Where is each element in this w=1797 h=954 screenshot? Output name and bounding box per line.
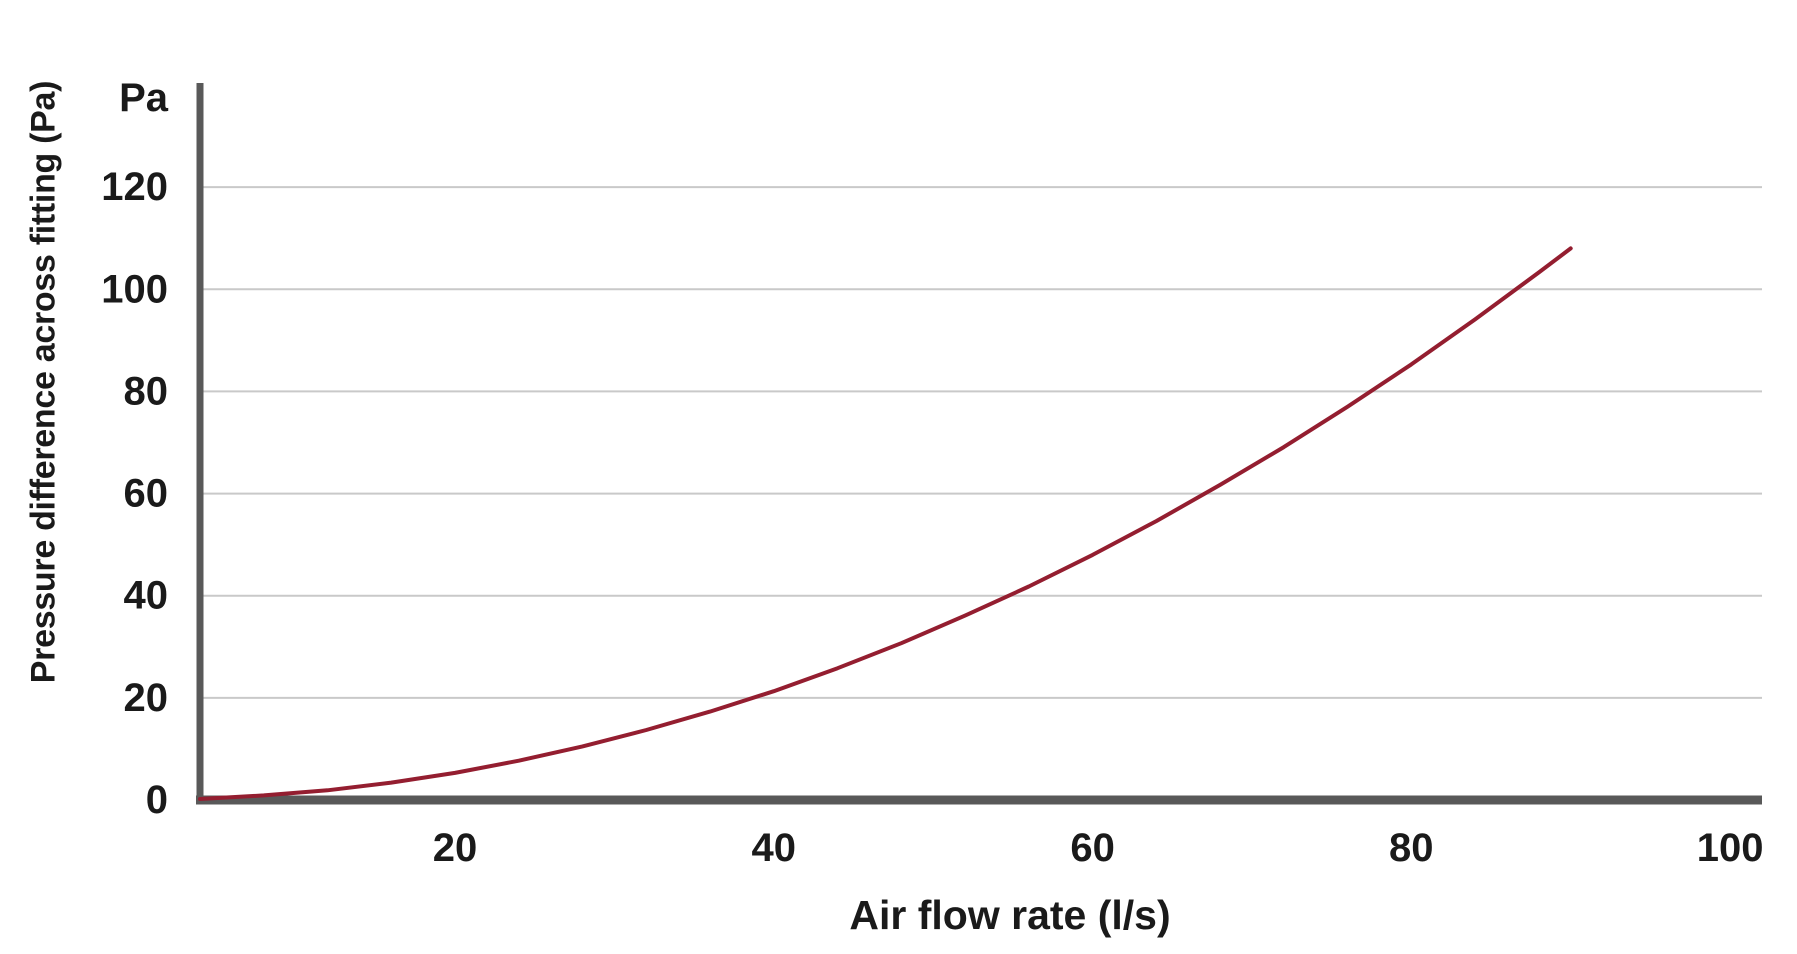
pressure-curve	[198, 246, 1573, 801]
x-tick-label-20: 20	[433, 826, 478, 870]
y-tick-label-20: 20	[124, 676, 169, 720]
x-tick-label-100: 100	[1697, 826, 1764, 870]
x-tick-label-40: 40	[752, 826, 797, 870]
x-tick-label-80: 80	[1389, 826, 1434, 870]
y-tick-label-40: 40	[124, 574, 169, 618]
y-tick-label-120: 120	[101, 165, 168, 209]
x-axis-title: Air flow rate (l/s)	[849, 892, 1171, 938]
y-tick-label-80: 80	[124, 369, 169, 413]
y-axis-unit-label: Pa	[119, 76, 168, 120]
y-tick-label-100: 100	[101, 267, 168, 311]
y-tick-label-0: 0	[146, 778, 168, 822]
y-axis-title: Pressure difference across fitting (Pa)	[24, 80, 63, 684]
x-tick-label-60: 60	[1070, 826, 1115, 870]
y-tick-label-60: 60	[124, 472, 169, 516]
